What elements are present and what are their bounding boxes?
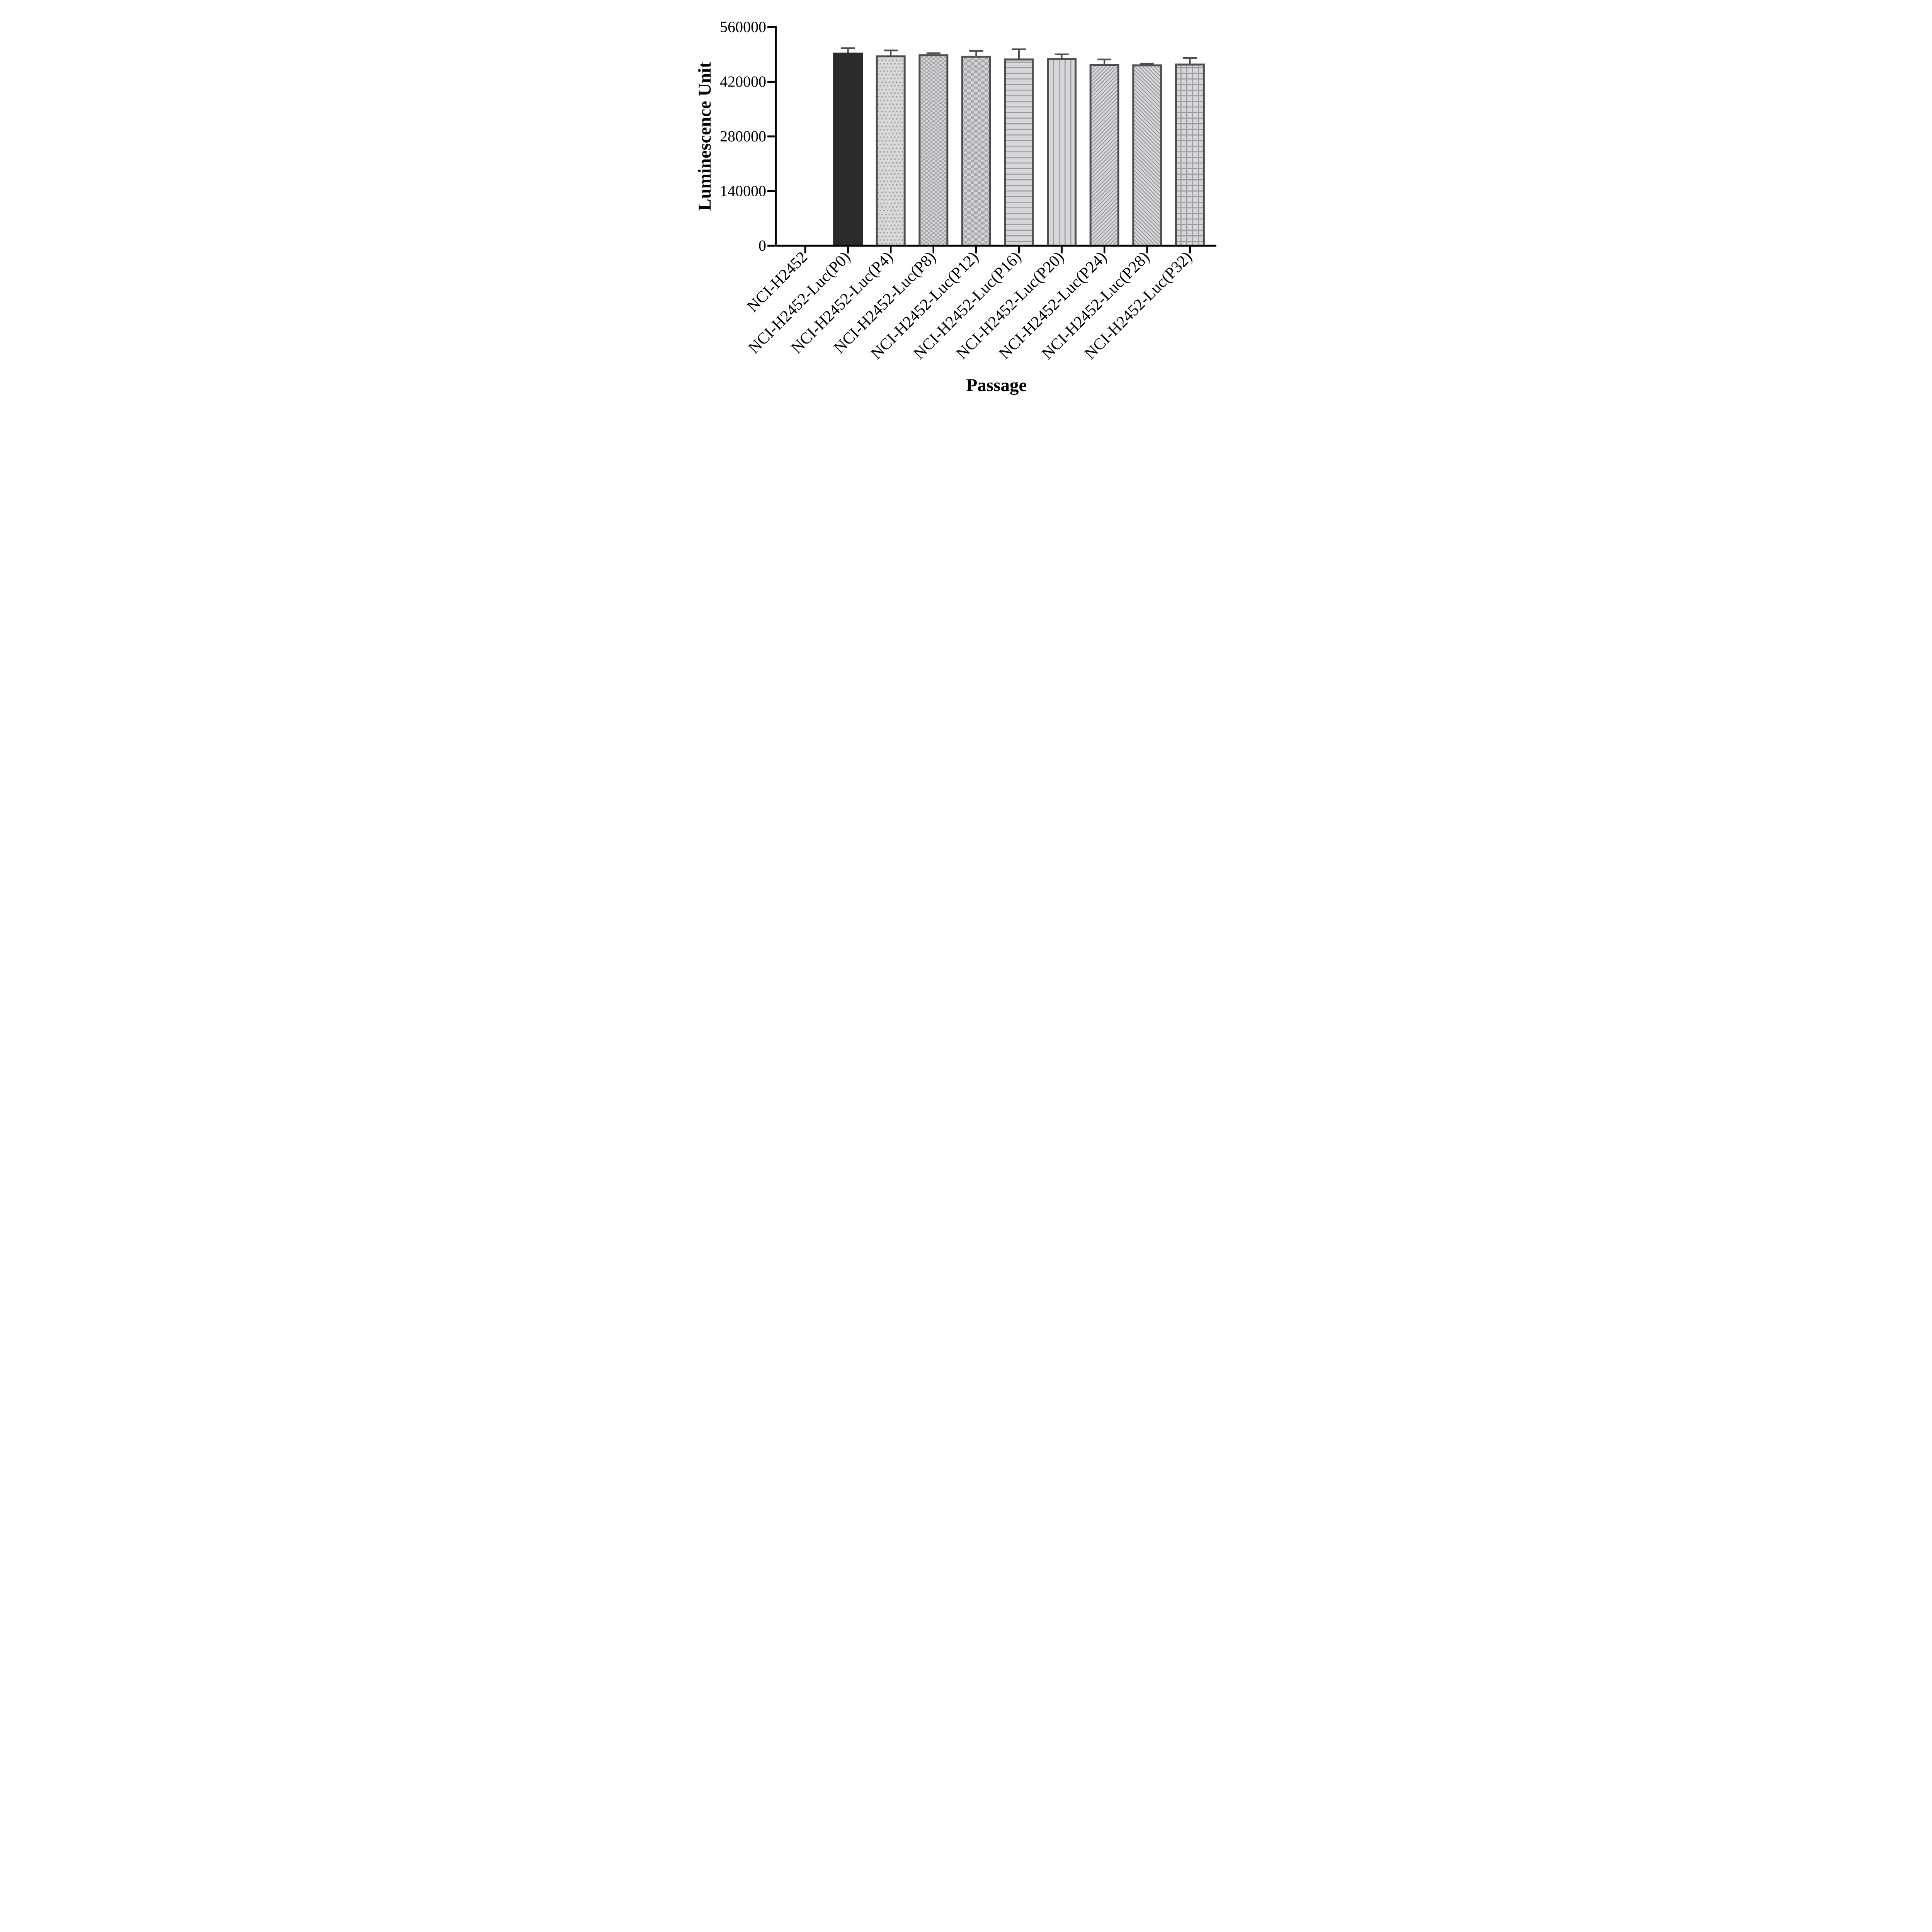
error-bars-layer xyxy=(841,47,1197,69)
y-tick xyxy=(767,190,775,192)
bar-chart-figure: 0 140000 280000 420000 560000 NCI-H2452 NCI-H2… xyxy=(682,0,1250,404)
bar-nci-h2452-luc-p0- xyxy=(833,53,863,247)
x-tick xyxy=(975,247,977,253)
axes-layer xyxy=(767,26,1216,253)
y-tick xyxy=(767,135,775,138)
bar-nci-h2452-luc-p32- xyxy=(1175,63,1205,247)
y-tick-label: 0 xyxy=(759,237,766,254)
bar-nci-h2452-luc-p24- xyxy=(1089,64,1119,247)
error-bar-stem xyxy=(1018,49,1020,63)
error-bar-cap xyxy=(926,52,940,54)
error-bar-stem xyxy=(1189,58,1191,68)
x-tick xyxy=(1018,247,1020,253)
y-tick-label: 140000 xyxy=(720,182,766,200)
bar-nci-h2452-luc-p16- xyxy=(1004,58,1034,247)
x-tick xyxy=(932,247,935,253)
error-bar-cap xyxy=(884,49,898,51)
y-axis-line xyxy=(775,26,777,247)
x-tick xyxy=(1189,247,1191,253)
bar-nci-h2452-luc-p4- xyxy=(876,55,906,247)
y-tick-label: 420000 xyxy=(720,73,766,90)
bar-nci-h2452-luc-p8- xyxy=(918,54,949,247)
x-tick xyxy=(889,247,892,253)
x-tick xyxy=(1061,247,1063,253)
bar-nci-h2452-luc-p20- xyxy=(1047,58,1077,247)
x-tick xyxy=(1103,247,1105,253)
error-bar-cap xyxy=(1140,63,1154,65)
error-bar-stem xyxy=(847,48,849,57)
error-bar-cap xyxy=(1097,58,1112,61)
tick-labels-layer: 0140000280000420000560000NCI-H2452NCI-H2… xyxy=(720,18,1196,363)
bar-chart: 0140000280000420000560000NCI-H2452NCI-H2… xyxy=(695,18,1216,395)
y-tick xyxy=(767,81,775,83)
x-tick xyxy=(1146,247,1148,253)
y-tick xyxy=(767,26,775,28)
x-axis-line xyxy=(775,245,1216,247)
y-axis-title: Luminescence Unit xyxy=(695,62,715,211)
error-bar-cap xyxy=(969,50,983,52)
error-bar-stem xyxy=(1104,59,1105,68)
error-bar-cap xyxy=(1054,53,1069,55)
bar-nci-h2452-luc-p12- xyxy=(961,56,991,247)
x-axis-title: Passage xyxy=(966,375,1027,395)
error-bar-cap xyxy=(841,47,855,49)
error-bar-cap xyxy=(1183,57,1197,59)
error-bar-stem xyxy=(975,51,977,60)
error-bar-cap xyxy=(1012,48,1026,50)
y-tick-label: 280000 xyxy=(720,128,766,145)
x-tick xyxy=(847,247,849,253)
bars-layer xyxy=(833,53,1205,247)
y-tick xyxy=(767,245,775,247)
error-bar-stem xyxy=(890,50,892,60)
bar-nci-h2452-luc-p28- xyxy=(1132,64,1162,247)
y-tick-label: 560000 xyxy=(720,18,766,36)
x-tick xyxy=(804,247,806,253)
